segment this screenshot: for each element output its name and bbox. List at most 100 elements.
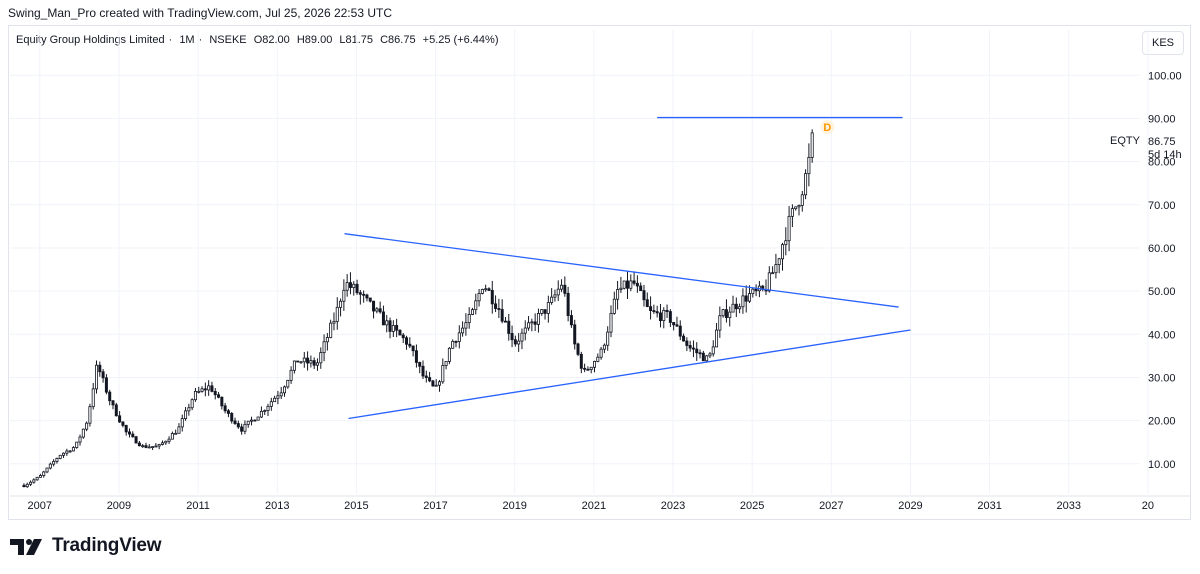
y-tick-label: 70.00 xyxy=(1148,200,1176,212)
candle-body xyxy=(296,360,300,363)
candle-body xyxy=(553,294,557,298)
candle-body xyxy=(560,284,564,290)
candle-body xyxy=(645,299,649,308)
candle-body xyxy=(715,329,719,348)
candle-body xyxy=(513,339,517,345)
x-tick-label: 2031 xyxy=(977,500,1001,512)
tradingview-logo-icon xyxy=(10,539,42,555)
candle-body xyxy=(705,355,709,362)
candle-body xyxy=(741,295,745,308)
candle-body xyxy=(586,368,590,371)
candle-body xyxy=(774,264,778,274)
candle-body xyxy=(121,421,125,426)
currency-button[interactable]: KES xyxy=(1142,31,1184,55)
candle-body xyxy=(428,377,432,382)
candle-body xyxy=(286,379,290,388)
candle-body xyxy=(550,296,554,303)
candle-body xyxy=(266,405,270,411)
candle-body xyxy=(193,390,197,401)
candle-body xyxy=(282,386,286,394)
candle-body xyxy=(655,311,659,314)
candle-body xyxy=(444,361,448,366)
candle-body xyxy=(177,426,181,434)
x-tick-label: 2033 xyxy=(1057,500,1081,512)
candle-body xyxy=(454,340,458,343)
candle-body xyxy=(500,309,504,322)
y-tick-label: 50.00 xyxy=(1148,286,1176,298)
candle-body xyxy=(606,331,610,346)
candle-body xyxy=(246,420,250,425)
candle-body xyxy=(388,320,392,332)
candle-body xyxy=(269,401,273,407)
tradingview-wordmark: TradingView xyxy=(52,535,162,556)
candle-body xyxy=(197,390,201,393)
x-tick-label: 2019 xyxy=(502,500,526,512)
candle-body xyxy=(91,388,95,408)
candle-body xyxy=(375,308,379,312)
candle-body xyxy=(124,424,128,433)
candle-body xyxy=(490,289,494,305)
candle-body xyxy=(461,327,465,334)
candle-body xyxy=(167,438,171,442)
candle-body xyxy=(602,344,606,350)
y-tick-label: 30.00 xyxy=(1148,372,1176,384)
x-tick-label: 2015 xyxy=(344,500,368,512)
candle-body xyxy=(381,311,385,326)
candle-body xyxy=(678,325,682,337)
candle-body xyxy=(154,445,158,448)
candle-body xyxy=(101,371,105,379)
candle-body xyxy=(711,346,715,355)
candle-body xyxy=(751,288,755,294)
dividend-marker[interactable] xyxy=(820,120,835,135)
x-tick-label: 20 xyxy=(1142,500,1154,512)
candle-body xyxy=(25,483,29,488)
candle-body xyxy=(292,360,296,371)
x-tick-label: 2011 xyxy=(186,500,210,512)
candle-body xyxy=(810,132,814,158)
candle-body xyxy=(685,340,689,346)
candle-body xyxy=(75,441,79,448)
candle-body xyxy=(395,325,399,331)
candle-body xyxy=(95,364,99,390)
candle-body xyxy=(141,445,145,448)
tradingview-logo[interactable]: TradingView xyxy=(10,535,162,557)
candle-body xyxy=(62,452,66,456)
candle-body xyxy=(302,357,306,363)
candle-body xyxy=(365,294,369,299)
candle-body xyxy=(576,343,580,355)
candle-body xyxy=(157,444,161,447)
candle-body xyxy=(527,322,531,329)
candle-body xyxy=(405,337,409,345)
candle-body xyxy=(668,311,672,323)
candle-body xyxy=(55,458,59,462)
candle-body xyxy=(385,320,389,326)
x-tick-label: 2027 xyxy=(819,500,843,512)
candle-body xyxy=(32,479,36,483)
candle-body xyxy=(414,350,418,363)
candle-body xyxy=(180,418,184,428)
candle-body xyxy=(464,322,468,329)
candle-body xyxy=(88,406,92,424)
candle-body xyxy=(401,334,405,339)
candle-body xyxy=(546,302,550,314)
symbol-name[interactable]: Equity Group Holdings Limited xyxy=(16,34,165,46)
candle-body xyxy=(200,388,204,392)
candle-body xyxy=(335,306,339,322)
candle-body xyxy=(510,333,514,341)
last-price-value: 86.75 xyxy=(1148,136,1176,148)
candle-body xyxy=(734,303,738,310)
candle-body xyxy=(131,433,135,438)
symbol-interval[interactable]: 1M xyxy=(179,34,195,46)
ohlc-close: C86.75 xyxy=(380,34,416,46)
x-tick-label: 2021 xyxy=(582,500,606,512)
candle-body xyxy=(98,364,102,373)
candle-body xyxy=(790,208,794,217)
candle-body xyxy=(137,442,141,447)
trendline-lower[interactable] xyxy=(348,329,911,420)
candle-body xyxy=(48,463,52,469)
candle-body xyxy=(616,289,620,300)
y-tick-label: 60.00 xyxy=(1148,243,1176,255)
candle-body xyxy=(625,280,629,289)
trendline-upper[interactable] xyxy=(344,233,899,308)
